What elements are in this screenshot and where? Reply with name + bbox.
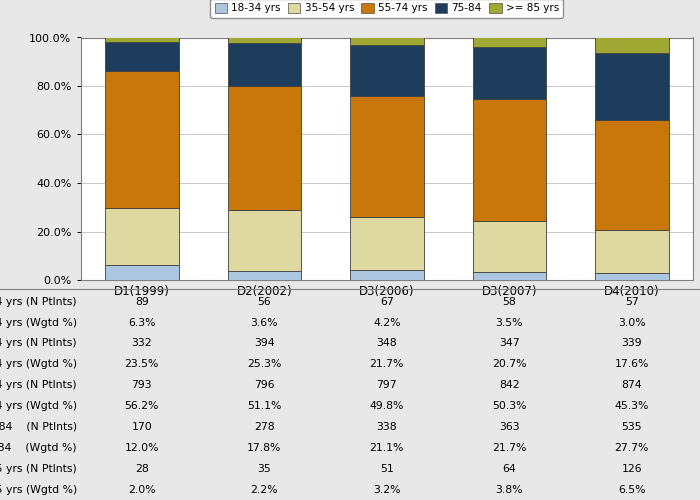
Text: 797: 797 bbox=[377, 380, 397, 390]
Bar bbox=[350, 96, 424, 217]
Text: 51: 51 bbox=[380, 464, 393, 473]
Bar bbox=[473, 46, 546, 100]
Text: >= 85 yrs (Wgtd %): >= 85 yrs (Wgtd %) bbox=[0, 484, 77, 494]
Text: 2.2%: 2.2% bbox=[251, 484, 278, 494]
Bar bbox=[473, 272, 546, 280]
Text: 56.2%: 56.2% bbox=[125, 401, 159, 411]
Text: 21.1%: 21.1% bbox=[370, 443, 404, 453]
Bar bbox=[473, 222, 546, 272]
Text: 3.0%: 3.0% bbox=[618, 318, 645, 328]
Bar bbox=[228, 38, 301, 43]
Text: 67: 67 bbox=[380, 296, 393, 306]
Bar bbox=[595, 38, 668, 53]
Text: 332: 332 bbox=[132, 338, 152, 348]
Text: 6.5%: 6.5% bbox=[618, 484, 645, 494]
Bar bbox=[473, 100, 546, 222]
Text: 18-34 yrs (Wgtd %): 18-34 yrs (Wgtd %) bbox=[0, 318, 77, 328]
Bar bbox=[105, 38, 178, 43]
Text: 51.1%: 51.1% bbox=[247, 401, 281, 411]
Text: 75-84    (N Ptlnts): 75-84 (N Ptlnts) bbox=[0, 422, 77, 432]
Bar bbox=[105, 72, 178, 208]
Text: 2.0%: 2.0% bbox=[128, 484, 155, 494]
Legend: 18-34 yrs, 35-54 yrs, 55-74 yrs, 75-84, >= 85 yrs: 18-34 yrs, 35-54 yrs, 55-74 yrs, 75-84, … bbox=[210, 0, 564, 18]
Text: 12.0%: 12.0% bbox=[125, 443, 159, 453]
Text: 3.5%: 3.5% bbox=[496, 318, 523, 328]
Text: 3.2%: 3.2% bbox=[373, 484, 400, 494]
Bar bbox=[595, 53, 668, 120]
Text: 49.8%: 49.8% bbox=[370, 401, 404, 411]
Bar bbox=[595, 120, 668, 230]
Bar bbox=[228, 272, 301, 280]
Text: 339: 339 bbox=[622, 338, 642, 348]
Text: 57: 57 bbox=[625, 296, 638, 306]
Text: 793: 793 bbox=[132, 380, 152, 390]
Text: 4.2%: 4.2% bbox=[373, 318, 400, 328]
Text: 170: 170 bbox=[132, 422, 152, 432]
Text: >= 85 yrs (N Ptlnts): >= 85 yrs (N Ptlnts) bbox=[0, 464, 77, 473]
Text: 55-74 yrs (Wgtd %): 55-74 yrs (Wgtd %) bbox=[0, 401, 77, 411]
Text: 17.8%: 17.8% bbox=[247, 443, 281, 453]
Text: 363: 363 bbox=[499, 422, 519, 432]
Bar bbox=[350, 270, 424, 280]
Text: 17.6%: 17.6% bbox=[615, 360, 649, 370]
Bar bbox=[473, 38, 546, 46]
Text: 45.3%: 45.3% bbox=[615, 401, 649, 411]
Text: 796: 796 bbox=[254, 380, 274, 390]
Text: 64: 64 bbox=[503, 464, 516, 473]
Bar bbox=[105, 42, 178, 71]
Text: 126: 126 bbox=[622, 464, 642, 473]
Text: 20.7%: 20.7% bbox=[492, 360, 526, 370]
Text: 874: 874 bbox=[622, 380, 642, 390]
Text: 338: 338 bbox=[377, 422, 397, 432]
Bar bbox=[595, 230, 668, 272]
Text: 278: 278 bbox=[254, 422, 274, 432]
Text: 6.3%: 6.3% bbox=[128, 318, 155, 328]
Text: 23.5%: 23.5% bbox=[125, 360, 159, 370]
Text: 535: 535 bbox=[622, 422, 642, 432]
Text: 348: 348 bbox=[377, 338, 397, 348]
Text: 25.3%: 25.3% bbox=[247, 360, 281, 370]
Text: 21.7%: 21.7% bbox=[370, 360, 404, 370]
Bar bbox=[228, 86, 301, 210]
Bar bbox=[350, 38, 424, 46]
Text: 58: 58 bbox=[503, 296, 516, 306]
Text: 21.7%: 21.7% bbox=[492, 443, 526, 453]
Bar bbox=[350, 217, 424, 270]
Text: 35-54 yrs (N Ptlnts): 35-54 yrs (N Ptlnts) bbox=[0, 338, 77, 348]
Text: 28: 28 bbox=[135, 464, 148, 473]
Bar bbox=[350, 46, 424, 96]
Text: 18-34 yrs (N Ptlnts): 18-34 yrs (N Ptlnts) bbox=[0, 296, 77, 306]
Text: 27.7%: 27.7% bbox=[615, 443, 649, 453]
Bar bbox=[105, 264, 178, 280]
Text: 35-54 yrs (Wgtd %): 35-54 yrs (Wgtd %) bbox=[0, 360, 77, 370]
Bar bbox=[595, 272, 668, 280]
Text: 89: 89 bbox=[135, 296, 148, 306]
Text: 55-74 yrs (N Ptlnts): 55-74 yrs (N Ptlnts) bbox=[0, 380, 77, 390]
Bar bbox=[228, 43, 301, 86]
Text: 347: 347 bbox=[499, 338, 519, 348]
Bar bbox=[105, 208, 178, 264]
Text: 75-84    (Wgtd %): 75-84 (Wgtd %) bbox=[0, 443, 77, 453]
Bar bbox=[228, 210, 301, 272]
Text: 3.6%: 3.6% bbox=[251, 318, 278, 328]
Text: 842: 842 bbox=[499, 380, 519, 390]
Text: 56: 56 bbox=[258, 296, 271, 306]
Text: 35: 35 bbox=[258, 464, 271, 473]
Text: 394: 394 bbox=[254, 338, 274, 348]
Text: 50.3%: 50.3% bbox=[492, 401, 526, 411]
Text: 3.8%: 3.8% bbox=[496, 484, 523, 494]
